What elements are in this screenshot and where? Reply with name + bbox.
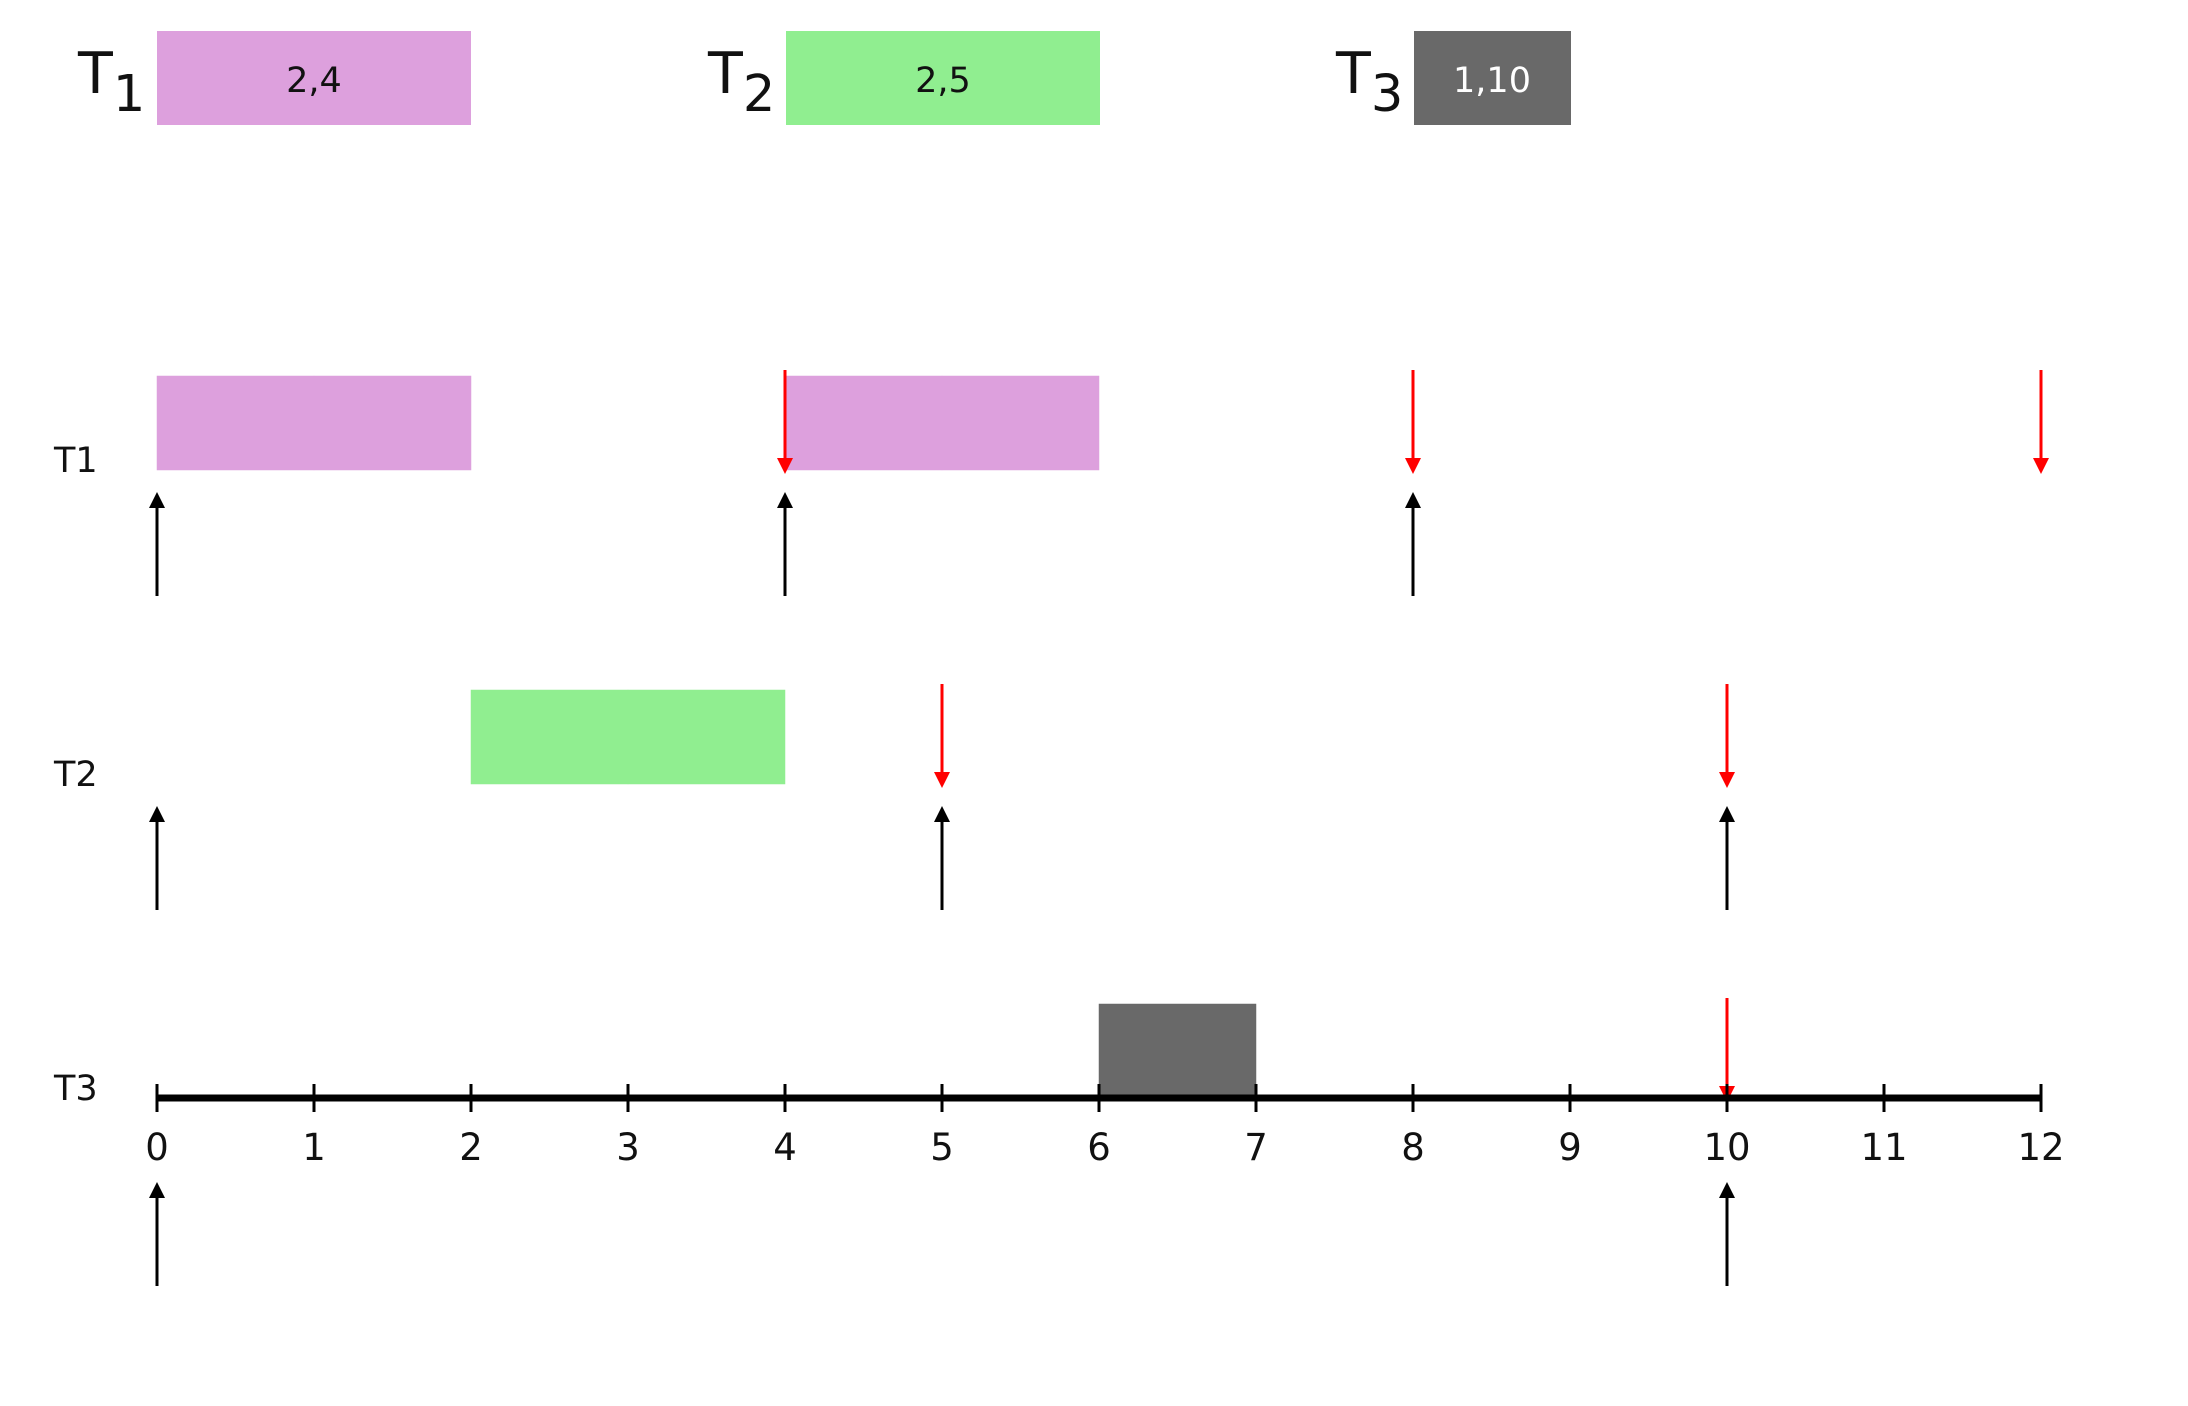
tick-label: 10 <box>1703 1126 1750 1169</box>
release-arrow-t2 <box>934 806 950 910</box>
release-arrow-t2 <box>149 806 165 910</box>
release-arrow-t1 <box>149 492 165 596</box>
execution-block-t3 <box>1098 1003 1257 1099</box>
task-legend: T1 2,4 T2 2,5 T3 1,10 <box>77 31 1571 125</box>
legend-box-t2 <box>786 31 1100 125</box>
tick-label: 12 <box>2017 1126 2064 1169</box>
legend-task-name: T2 <box>707 41 775 124</box>
deadline-arrow-t1 <box>1405 370 1421 474</box>
time-axis: 0 1 2 3 4 5 6 7 8 9 10 11 12 <box>145 1084 2065 1169</box>
execution-blocks <box>156 375 1257 1099</box>
tick-label: 8 <box>1401 1126 1425 1169</box>
legend-params-t2: 2,5 <box>915 61 971 101</box>
release-arrow-t1 <box>1405 492 1421 596</box>
deadline-arrow-t2 <box>934 684 950 788</box>
tick-label: 2 <box>459 1126 483 1169</box>
legend-item-t3: T3 1,10 <box>1335 31 1571 125</box>
release-arrow-t2 <box>1719 806 1735 910</box>
execution-block-t1 <box>156 375 315 471</box>
release-arrow-t3 <box>149 1182 165 1286</box>
release-arrow-t3 <box>1719 1182 1735 1286</box>
release-arrow-t1 <box>777 492 793 596</box>
tick-label: 6 <box>1087 1126 1111 1169</box>
tick-label: 4 <box>773 1126 797 1169</box>
execution-block-t1 <box>784 375 943 471</box>
tick-label: 7 <box>1244 1126 1268 1169</box>
row-label-t3: T3 <box>53 1069 98 1109</box>
execution-block-t1 <box>313 375 472 471</box>
legend-task-name: T3 <box>1335 41 1403 124</box>
legend-item-t1: T1 2,4 <box>77 31 471 125</box>
execution-block-t2 <box>627 689 786 785</box>
event-arrows <box>149 370 2049 1286</box>
legend-task-name: T1 <box>77 41 145 124</box>
execution-block-t1 <box>941 375 1100 471</box>
tick-label: 3 <box>616 1126 640 1169</box>
deadline-arrow-t1 <box>2033 370 2049 474</box>
tick-label: 5 <box>930 1126 954 1169</box>
legend-params-t1: 2,4 <box>286 61 342 101</box>
tick-label: 1 <box>302 1126 326 1169</box>
legend-box-t1 <box>157 31 471 125</box>
legend-item-t2: T2 2,5 <box>707 31 1100 125</box>
deadline-arrow-t2 <box>1719 684 1735 788</box>
tick-label: 9 <box>1558 1126 1582 1169</box>
row-label-t1: T1 <box>53 441 98 481</box>
execution-block-t2 <box>470 689 629 785</box>
tick-label: 11 <box>1860 1126 1907 1169</box>
deadline-arrow-t1 <box>777 370 793 474</box>
legend-box-t3 <box>1414 31 1571 125</box>
legend-params-t3: 1,10 <box>1453 61 1531 101</box>
row-label-t2: T2 <box>53 755 98 795</box>
tick-label: 0 <box>145 1126 169 1169</box>
